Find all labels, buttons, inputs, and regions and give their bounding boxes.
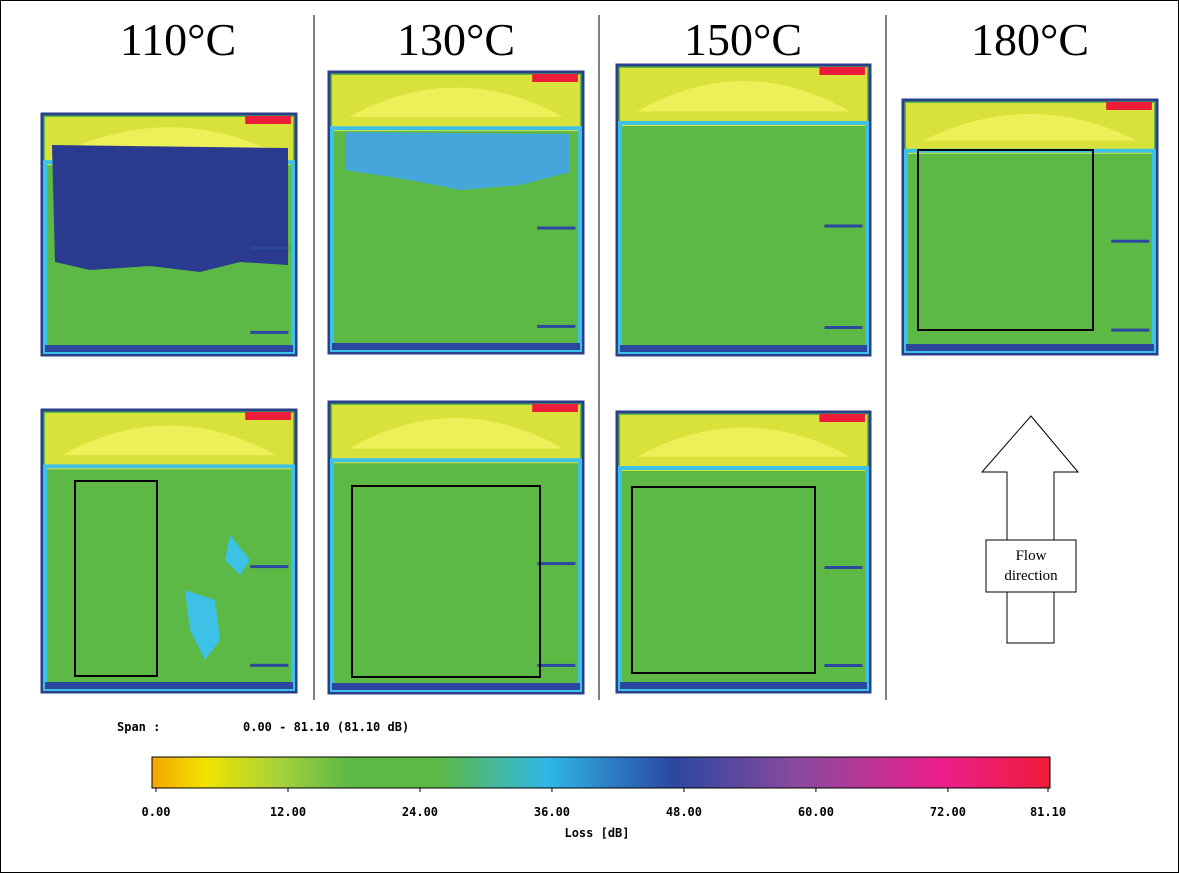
scan-bottom-stripe (45, 682, 293, 689)
scan-insert (824, 326, 862, 329)
scan-bottom-stripe (332, 343, 580, 350)
colorbar-tick-label: 36.00 (534, 805, 570, 819)
colorbar-tick-label: 12.00 (270, 805, 306, 819)
scan-bottom-stripe (45, 345, 293, 352)
colorbar-tick-label: 72.00 (930, 805, 966, 819)
scan-top-stripe (1106, 102, 1152, 110)
figure: 110°C 130°C 150°C 180°C Flow direction S… (0, 0, 1179, 873)
scan-image (329, 402, 583, 693)
scan-top-stripe (819, 414, 865, 422)
colorbar (152, 757, 1050, 788)
colorbar-tick-label: 24.00 (402, 805, 438, 819)
scan-insert (824, 664, 862, 667)
scan-bottom-stripe (332, 683, 580, 690)
scan-insert (824, 225, 862, 228)
flow-label: Flow (1016, 548, 1047, 564)
colorbar-tick-label: 60.00 (798, 805, 834, 819)
scan-insert (537, 562, 575, 565)
scan-insert (537, 325, 575, 328)
scan-top-stripe (245, 116, 291, 124)
scan-insert (250, 331, 288, 334)
scan-top-stripe (245, 412, 291, 420)
scan-top-stripe (819, 67, 865, 75)
scan-bottom-stripe (620, 682, 867, 689)
column-title: 110°C (120, 14, 236, 65)
colorbar-tick-label: 0.00 (142, 805, 171, 819)
colorbar-tick-label: 48.00 (666, 805, 702, 819)
scan-insert (250, 565, 288, 568)
span-label: Span : (117, 720, 160, 734)
scan-top-stripe (532, 74, 578, 82)
colorbar-tick-label: 81.10 (1030, 805, 1066, 819)
scan-image (42, 114, 296, 355)
column-title: 150°C (684, 14, 802, 65)
span-text: 0.00 - 81.10 (81.10 dB) (243, 720, 409, 734)
scan-image (617, 65, 870, 355)
scan-insert (250, 664, 288, 667)
scan-image (329, 72, 583, 353)
scan-insert (824, 566, 862, 569)
scan-insert (537, 664, 575, 667)
scan-image (42, 410, 296, 692)
scan-defect (52, 145, 288, 272)
scan-bottom-stripe (620, 345, 867, 352)
scan-image (903, 100, 1157, 354)
scan-insert (1111, 240, 1149, 243)
colorbar-axis-label: Loss [dB] (564, 826, 629, 840)
column-title: 180°C (971, 14, 1089, 65)
scan-insert (537, 227, 575, 230)
scan-insert (1111, 329, 1149, 332)
scan-image (617, 412, 870, 692)
scan-insert (250, 247, 288, 250)
scan-top-stripe (532, 404, 578, 412)
flow-label: direction (1004, 568, 1058, 584)
scan-bottom-stripe (906, 344, 1154, 351)
column-title: 130°C (397, 14, 515, 65)
